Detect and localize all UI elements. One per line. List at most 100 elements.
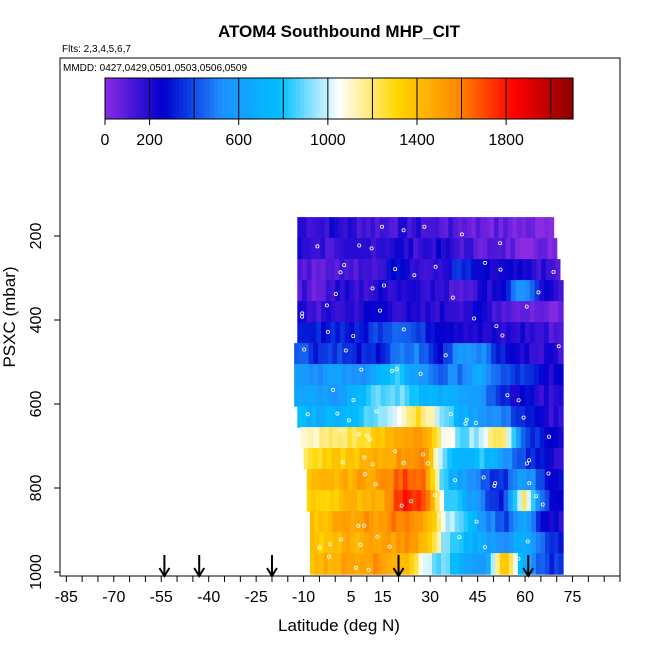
heatmap-cell	[454, 238, 461, 260]
heatmap-cell	[459, 238, 465, 260]
colorbar-swatch	[459, 78, 465, 119]
heatmap-cell	[451, 448, 458, 470]
heatmap-cell	[445, 238, 451, 260]
heatmap-cell	[499, 553, 505, 575]
colorbar-swatch	[518, 78, 523, 119]
heatmap-cell	[370, 469, 377, 491]
heatmap-cell	[472, 406, 479, 428]
heatmap-cell	[544, 490, 550, 512]
observation-marker	[524, 304, 529, 309]
heatmap-cell	[370, 364, 377, 386]
heatmap-cell	[548, 280, 555, 302]
observation-marker	[356, 432, 361, 437]
heatmap-cell	[364, 553, 370, 575]
heatmap-cell	[390, 385, 396, 407]
heatmap-cell	[452, 364, 458, 386]
heatmap-cell	[377, 511, 383, 533]
heatmap-cell	[357, 238, 363, 260]
heatmap-cell	[473, 427, 480, 449]
heatmap-cell	[393, 490, 399, 512]
heatmap-cell	[371, 238, 377, 260]
heatmap-cell	[425, 280, 431, 302]
heatmap-cell	[495, 511, 501, 533]
heatmap-cell	[463, 280, 469, 302]
observation-marker	[357, 243, 362, 248]
heatmap-cell	[334, 490, 340, 512]
heatmap-cell	[496, 280, 502, 302]
heatmap-cell	[368, 532, 374, 554]
heatmap-cell	[481, 511, 487, 533]
flight-arrow	[266, 555, 278, 578]
heatmap-cell	[494, 469, 500, 491]
heatmap-cell	[398, 427, 405, 449]
heatmap-cell	[306, 322, 313, 344]
heatmap-cell	[309, 532, 316, 554]
heatmap-cell	[338, 490, 344, 512]
y-tick-label: 400	[28, 307, 45, 334]
heatmap-cell	[318, 553, 325, 575]
heatmap-cell	[355, 511, 361, 533]
heatmap-cell	[358, 322, 365, 344]
colorbar-swatch	[354, 78, 360, 119]
heatmap-cell	[462, 385, 468, 407]
heatmap-cell	[381, 259, 387, 281]
colorbar-swatch	[116, 78, 122, 119]
colorbar-swatch	[229, 78, 235, 119]
heatmap-cell	[459, 532, 465, 554]
heatmap-cell	[392, 406, 398, 428]
heatmap-cell	[321, 322, 327, 344]
heatmap-cell	[539, 322, 545, 344]
heatmap-cell	[393, 469, 399, 491]
heatmap-cell	[325, 301, 332, 323]
heatmap-cell	[411, 406, 417, 428]
heatmap-cell	[522, 511, 528, 533]
heatmap-cell	[400, 511, 406, 533]
heatmap-cell	[385, 238, 391, 260]
heatmap-cell	[448, 490, 454, 512]
heatmap-cell	[394, 343, 401, 365]
observation-marker	[527, 481, 532, 486]
observation-marker	[374, 409, 379, 414]
heatmap-cell	[504, 532, 510, 554]
observation-marker	[525, 461, 530, 466]
heatmap-cell	[335, 322, 341, 344]
x-tick-label: 75	[564, 589, 582, 606]
observation-marker	[482, 545, 487, 550]
heatmap-cell	[490, 511, 496, 533]
heatmap-cell	[530, 427, 536, 449]
y-tick-label: 800	[28, 475, 45, 502]
heatmap-cell	[438, 364, 444, 386]
heatmap-cell	[384, 469, 390, 491]
heatmap-cell	[524, 238, 530, 260]
heatmap-cell	[323, 511, 329, 533]
heatmap-cell	[442, 385, 449, 407]
colorbar-swatch	[534, 78, 539, 119]
observation-marker	[412, 273, 417, 278]
colorbar-swatch	[537, 78, 543, 119]
heatmap-cell	[501, 322, 507, 344]
colorbar-swatch	[268, 78, 274, 119]
heatmap-cell	[477, 511, 483, 533]
heatmap-cell	[553, 490, 560, 512]
heatmap-cell	[391, 553, 397, 575]
heatmap-cell	[363, 406, 370, 428]
observation-marker	[342, 263, 347, 268]
heatmap-cell	[308, 343, 314, 365]
heatmap-cell	[540, 553, 546, 575]
heatmap-cell	[486, 511, 492, 533]
heatmap-cell	[449, 406, 455, 428]
heatmap-cell	[406, 322, 412, 344]
heatmap-cell	[377, 259, 383, 281]
colorbar-swatch	[225, 78, 231, 119]
heatmap-cell	[458, 322, 464, 344]
heatmap-cell	[306, 217, 312, 239]
heatmap-cell	[521, 448, 527, 470]
heatmap-cell	[343, 469, 349, 491]
heatmap-cell	[419, 259, 425, 281]
heatmap-cell	[478, 427, 484, 449]
heatmap-cell	[400, 553, 406, 575]
heatmap-cell	[434, 406, 441, 428]
heatmap-cell	[539, 217, 546, 239]
heatmap-cell	[389, 427, 395, 449]
heatmap-cell	[541, 259, 547, 281]
